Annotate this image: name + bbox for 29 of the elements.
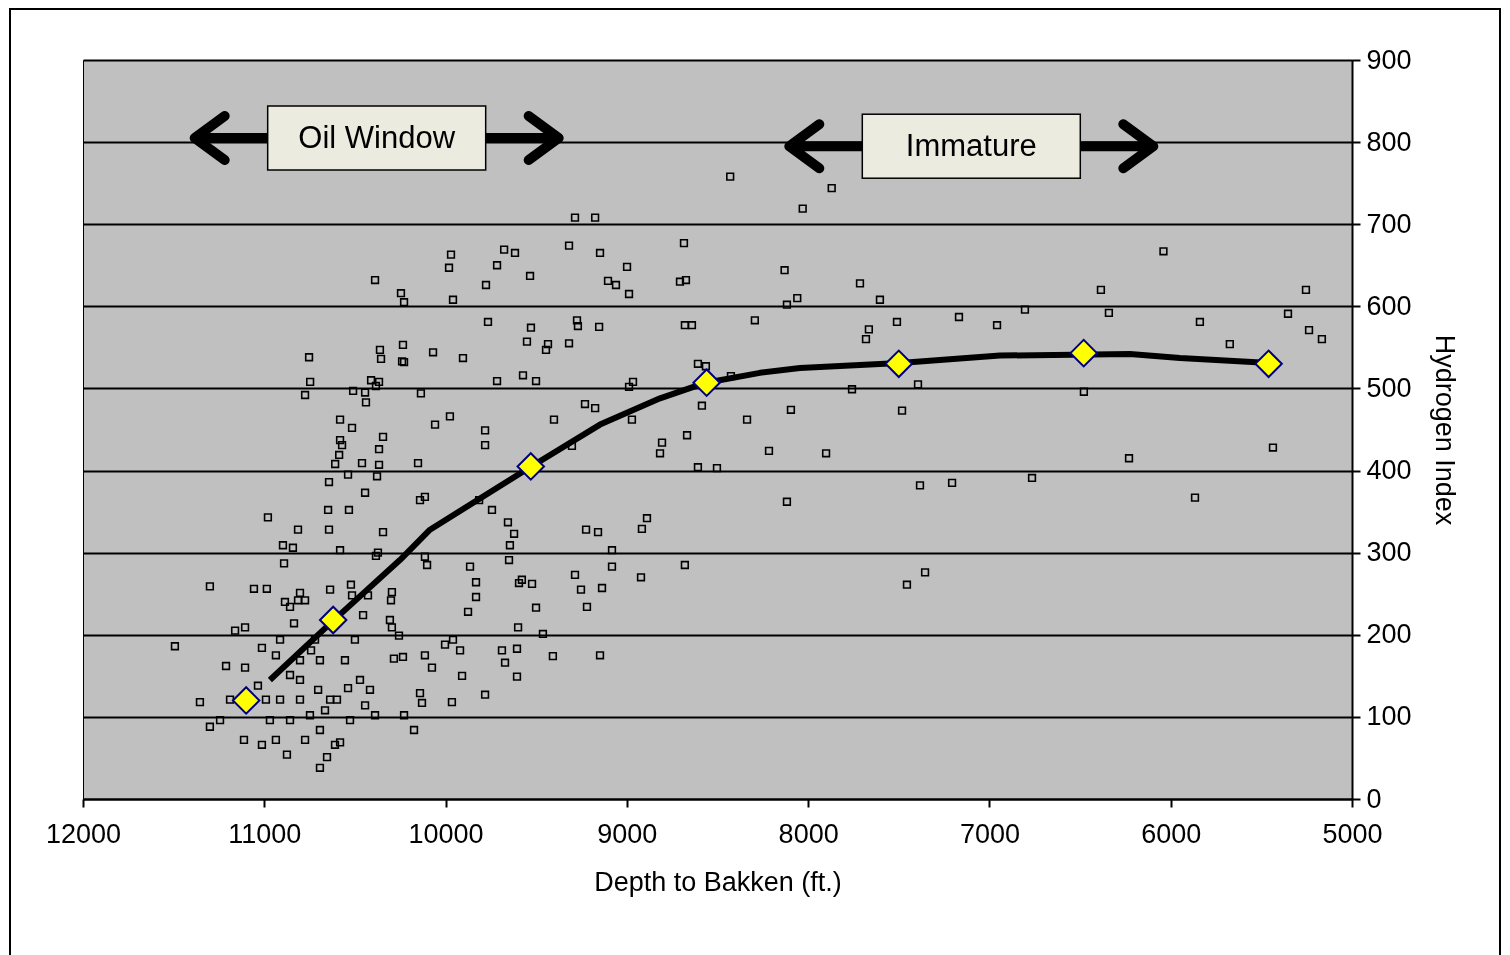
x-tick-label: 7000	[959, 818, 1020, 849]
point	[231, 686, 261, 715]
point	[1069, 338, 1098, 368]
point	[318, 605, 348, 635]
y-axis-title: Hydrogen Index	[1429, 334, 1460, 526]
annotation: Immature	[905, 128, 1037, 164]
annotation: Oil Window	[298, 120, 456, 156]
y-tick-label: 200	[1366, 619, 1412, 650]
point	[692, 368, 721, 397]
point	[516, 452, 545, 481]
x-tick-label: 8000	[778, 818, 839, 849]
y-tick-label: 100	[1366, 701, 1412, 732]
x-tick-label: 10000	[408, 818, 484, 849]
point	[1254, 349, 1283, 379]
y-tick-label: 800	[1366, 126, 1412, 157]
x-tick-label: 5000	[1322, 818, 1383, 849]
y-tick-label: 400	[1366, 455, 1412, 486]
y-tick-label: 900	[1366, 44, 1412, 75]
x-tick-label: 9000	[597, 818, 658, 849]
x-axis-title: Depth to Bakken (ft.)	[594, 866, 842, 897]
y-tick-label: 500	[1366, 372, 1412, 403]
point	[884, 349, 914, 379]
y-tick-label: 0	[1366, 783, 1382, 814]
x-tick-label: 6000	[1141, 818, 1202, 849]
x-tick-label: 12000	[45, 818, 122, 849]
y-tick-label: 600	[1366, 290, 1412, 321]
x-tick-label: 11000	[228, 818, 302, 849]
y-tick-label: 300	[1366, 537, 1412, 568]
y-tick-label: 700	[1366, 208, 1412, 239]
